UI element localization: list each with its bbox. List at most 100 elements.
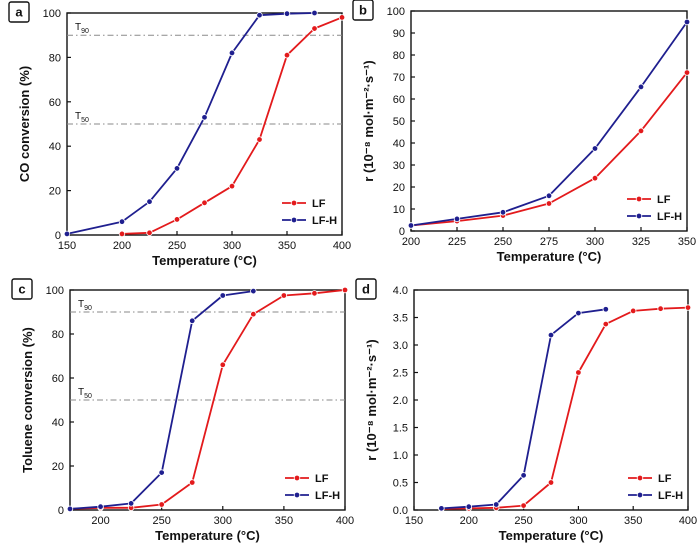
data-point-lf-h <box>63 230 71 238</box>
legend-marker-lf <box>290 199 298 207</box>
data-point-lf <box>311 290 318 297</box>
legend-label-lf-h: LF-H <box>312 215 337 227</box>
x-tick-label: 250 <box>494 236 512 248</box>
y-tick-label: 1.0 <box>393 450 408 462</box>
x-tick-label: 150 <box>58 240 76 252</box>
y-tick-label: 2.5 <box>393 368 408 380</box>
data-point-lf-h <box>683 18 691 26</box>
data-point-lf-h <box>219 292 226 299</box>
data-point-lf <box>637 127 645 135</box>
legend-marker-lf-h <box>290 216 298 224</box>
x-axis-label: Temperature (°C) <box>155 528 260 543</box>
y-tick-label: 20 <box>52 461 64 473</box>
data-point-lf-h <box>407 222 415 229</box>
panel-label: b <box>359 3 367 18</box>
y-tick-label: 20 <box>49 186 61 198</box>
x-tick-label: 200 <box>402 236 420 248</box>
legend-marker-lf-h <box>293 491 301 499</box>
data-point-lf-h <box>97 503 104 510</box>
y-tick-label: 60 <box>52 373 64 385</box>
x-tick-label: 300 <box>223 240 241 252</box>
legend-label-lf-h: LF-H <box>658 490 683 502</box>
series-line-lf <box>441 306 689 510</box>
data-point-lf <box>338 14 346 21</box>
data-point-lf-h <box>256 12 263 19</box>
x-tick-label: 400 <box>333 240 351 252</box>
data-point-lf-h <box>591 145 599 152</box>
legend-label-lf: LF <box>312 198 326 210</box>
x-tick-label: 200 <box>91 515 109 527</box>
panel-label-box <box>11 278 33 300</box>
y-tick-label: 3.5 <box>393 313 408 325</box>
y-tick-label: 90 <box>393 28 405 40</box>
legend-label-lf-h: LF-H <box>657 211 682 223</box>
series-line-lf <box>69 289 346 510</box>
legend-marker-lf <box>636 474 644 482</box>
legend-label-lf: LF <box>657 194 671 206</box>
data-point-lf-h <box>146 198 153 205</box>
data-point-lf <box>575 369 582 376</box>
x-tick-label: 300 <box>569 515 587 527</box>
data-point-lf-h <box>283 10 291 17</box>
x-tick-label: 400 <box>336 515 354 527</box>
y-tick-label: 3.0 <box>393 340 408 352</box>
data-point-lf <box>520 502 527 509</box>
y-tick-label: 50 <box>393 116 405 128</box>
data-point-lf-h <box>499 209 507 216</box>
plot-frame <box>413 289 689 511</box>
data-point-lf <box>630 307 637 315</box>
y-tick-label: 40 <box>49 141 61 153</box>
y-axis-label: CO conversion (%) <box>17 66 32 182</box>
panel-a: a T90 T50 150 200 250 300 350 400 0 20 40 60 80 100 Tem… <box>8 1 351 268</box>
x-tick-label: 300 <box>214 515 232 527</box>
y-tick-label: 2.0 <box>393 395 408 407</box>
panel-label: c <box>18 282 25 297</box>
x-tick-label: 200 <box>460 515 478 527</box>
data-point-lf-h <box>602 306 609 313</box>
y-axis-label: r (10⁻⁸ mol·m⁻²·s⁻¹) <box>364 339 379 460</box>
data-point-lf <box>250 311 257 318</box>
data-point-lf-h <box>520 472 527 479</box>
data-point-lf-h <box>118 218 126 225</box>
data-point-lf-h <box>228 49 236 57</box>
data-point-lf-h <box>493 501 500 508</box>
panel-d: d 150 200 250 300 350 400 0.0 0.5 1.0 1.5 2.0 2.5 3.0… <box>355 278 697 543</box>
y-tick-label: 0 <box>399 226 405 238</box>
data-point-lf-h <box>575 309 582 317</box>
data-point-lf <box>189 479 196 486</box>
data-point-lf-h <box>465 503 472 510</box>
x-axis-label: Temperature (°C) <box>499 528 604 543</box>
legend-label-lf-h: LF-H <box>315 490 340 502</box>
data-point-lf <box>146 229 153 236</box>
y-tick-label: 60 <box>393 94 405 106</box>
panel-label: a <box>15 5 23 20</box>
data-point-lf-h <box>66 505 74 513</box>
x-axis-label: Temperature (°C) <box>152 253 257 268</box>
data-point-lf-h <box>545 192 553 199</box>
data-point-lf <box>228 182 236 190</box>
y-tick-label: 30 <box>393 160 405 172</box>
y-tick-label: 100 <box>387 6 405 18</box>
panel-label-box <box>355 278 377 300</box>
x-tick-label: 250 <box>514 515 532 527</box>
data-point-lf <box>602 320 609 328</box>
data-point-lf-h <box>250 287 257 295</box>
y-axis-label: r (10⁻⁸ mol·m⁻²·s⁻¹) <box>361 60 376 181</box>
reference-label-t90: T90 <box>78 299 92 312</box>
data-point-lf <box>173 216 181 223</box>
y-tick-label: 70 <box>393 72 405 84</box>
reference-label-t90: T90 <box>75 22 89 35</box>
data-point-lf-h <box>158 469 165 476</box>
y-tick-label: 0.5 <box>393 478 408 490</box>
y-axis-label: Toluene conversion (%) <box>20 327 35 473</box>
data-point-lf <box>311 25 318 32</box>
data-point-lf-h <box>189 317 196 324</box>
panel-label-box <box>352 0 374 21</box>
x-tick-label: 350 <box>624 515 642 527</box>
data-point-lf <box>547 479 555 486</box>
legend-marker-lf <box>635 195 643 203</box>
y-tick-label: 4.0 <box>393 285 408 297</box>
data-point-lf-h <box>173 165 181 172</box>
y-tick-label: 0 <box>55 230 61 242</box>
data-point-lf-h <box>127 500 135 507</box>
